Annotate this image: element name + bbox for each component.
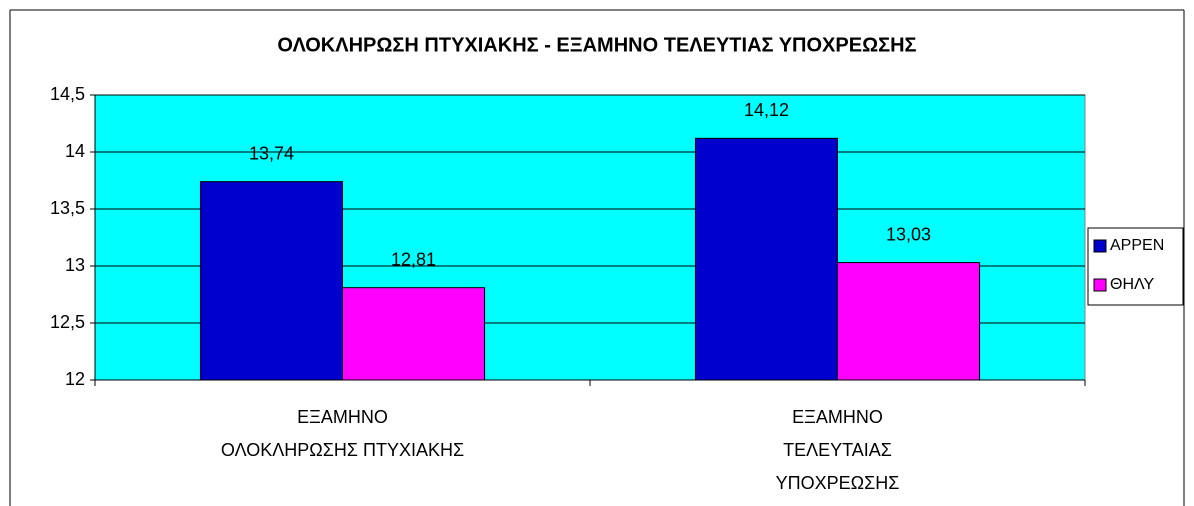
y-tick-label: 12,5: [50, 312, 85, 332]
value-label: 14,12: [744, 100, 789, 120]
legend-swatch: [1093, 278, 1107, 292]
value-label: 13,74: [249, 143, 294, 163]
x-tick-label: ΕΞΑΜΗΝΟ ΟΛΟΚΛΗΡΩΣΗΣ ΠΤΥΧΙΑΚΗΣ: [221, 407, 464, 460]
legend-label: ΑΡΡΕΝ: [1110, 237, 1164, 254]
bar: [342, 287, 486, 381]
bar: [694, 137, 838, 381]
value-label: 13,03: [886, 224, 931, 244]
legend-label: ΘΗΛΥ: [1110, 276, 1155, 293]
y-tick-label: 12: [65, 369, 85, 389]
bar: [199, 181, 343, 381]
legend-swatch: [1093, 239, 1107, 253]
y-tick-label: 13,5: [50, 198, 85, 218]
y-tick-label: 13: [65, 255, 85, 275]
value-label: 12,81: [391, 249, 436, 269]
y-tick-label: 14: [65, 141, 85, 161]
y-tick-label: 14,5: [50, 84, 85, 104]
chart-title: ΟΛΟΚΛΗΡΩΣΗ ΠΤΥΧΙΑΚΗΣ - ΕΞΑΜΗΝΟ ΤΕΛΕΥΤΙΑΣ…: [277, 34, 916, 56]
x-tick-label: ΕΞΑΜΗΝΟ ΤΕΛΕΥΤΑΙΑΣ ΥΠΟΧΡΕΩΣΗΣ: [776, 407, 900, 493]
bar: [837, 262, 981, 381]
